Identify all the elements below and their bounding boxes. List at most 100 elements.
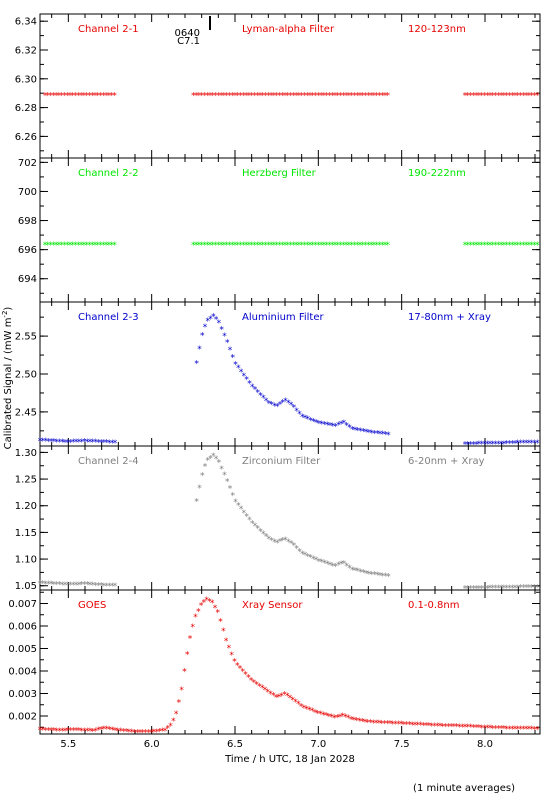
- data-point: *: [377, 241, 382, 251]
- data-point: *: [521, 92, 526, 102]
- data-point: *: [250, 383, 255, 393]
- data-point: *: [277, 92, 282, 102]
- data-point: *: [241, 667, 246, 677]
- data-point: *: [88, 727, 93, 737]
- data-point: *: [339, 560, 344, 570]
- data-point: *: [349, 715, 354, 725]
- data-point: *: [129, 728, 134, 738]
- data-point: *: [504, 92, 509, 102]
- data-point: *: [336, 561, 341, 571]
- data-point: *: [349, 241, 354, 251]
- data-point: *: [48, 92, 53, 102]
- data-point: *: [272, 538, 277, 548]
- data-point: *: [77, 581, 82, 591]
- data-point: *: [358, 92, 363, 102]
- panel-band-label: 17-80nm + Xray: [408, 312, 491, 323]
- data-point: *: [330, 241, 335, 251]
- data-point: *: [499, 241, 504, 251]
- data-point: *: [335, 714, 340, 724]
- x-tick-label: 7.0: [310, 739, 326, 750]
- data-point: *: [535, 92, 540, 102]
- data-point: *: [249, 92, 254, 102]
- data-point: *: [197, 345, 202, 355]
- data-point: *: [87, 92, 92, 102]
- data-point: *: [76, 92, 81, 102]
- data-point: *: [463, 92, 468, 102]
- data-point: *: [266, 92, 271, 102]
- data-point: *: [413, 721, 418, 731]
- data-point: *: [54, 241, 59, 251]
- data-point: *: [206, 457, 211, 467]
- data-point: *: [219, 241, 224, 251]
- data-point: *: [383, 241, 388, 251]
- data-point: *: [513, 725, 518, 735]
- data-point: *: [68, 241, 73, 251]
- data-point: *: [518, 584, 523, 594]
- data-point: *: [154, 728, 159, 738]
- data-point: *: [468, 92, 473, 102]
- data-point: *: [338, 241, 343, 251]
- data-point: *: [324, 712, 329, 722]
- data-point: *: [532, 241, 537, 251]
- data-point: *: [482, 92, 487, 102]
- data-point: *: [194, 497, 199, 507]
- data-point: *: [267, 399, 272, 409]
- data-point: *: [282, 691, 287, 701]
- data-point: *: [283, 241, 288, 251]
- data-point: *: [474, 584, 479, 594]
- data-point: *: [380, 92, 385, 102]
- data-point: *: [239, 368, 244, 378]
- data-point: *: [488, 92, 493, 102]
- panel-2: 694 696 698 700 702 Channel 2-2 Herzberg Filte…: [18, 157, 541, 303]
- series-segment: **************************: [43, 92, 117, 102]
- data-point: *: [521, 584, 526, 594]
- data-point: *: [488, 440, 493, 450]
- data-point: *: [121, 727, 126, 737]
- data-point: *: [281, 537, 286, 547]
- data-point: *: [66, 581, 71, 591]
- data-point: *: [516, 439, 521, 449]
- data-point: *: [258, 241, 263, 251]
- data-point: *: [289, 540, 294, 550]
- data-point: *: [194, 241, 199, 251]
- data-point: *: [325, 560, 330, 570]
- data-point: *: [99, 726, 104, 736]
- data-point: *: [85, 727, 90, 737]
- data-point: *: [300, 550, 305, 560]
- data-point: *: [432, 722, 437, 732]
- data-point: *: [46, 241, 51, 251]
- data-point: *: [496, 725, 501, 735]
- data-point: *: [479, 440, 484, 450]
- y-axis-title-sup: -2: [1, 311, 9, 318]
- data-point: *: [219, 465, 224, 475]
- data-point: *: [202, 599, 207, 609]
- data-point: *: [233, 360, 238, 370]
- y-tick-label: 6.32: [15, 46, 37, 57]
- data-point: *: [101, 241, 106, 251]
- data-point: *: [532, 92, 537, 102]
- data-point: *: [331, 422, 336, 432]
- data-point: *: [243, 670, 248, 680]
- data-point: *: [199, 602, 204, 612]
- data-point: *: [339, 420, 344, 430]
- data-point: *: [236, 92, 241, 102]
- data-point: *: [249, 241, 254, 251]
- data-point: *: [313, 92, 318, 102]
- data-point: *: [264, 533, 269, 543]
- data-point: *: [502, 584, 507, 594]
- data-point: *: [504, 241, 509, 251]
- data-point: *: [493, 92, 498, 102]
- data-point: *: [93, 438, 98, 448]
- data-point: *: [93, 727, 98, 737]
- data-point: *: [367, 429, 372, 439]
- data-point: *: [316, 709, 321, 719]
- data-point: *: [71, 92, 76, 102]
- data-point: *: [208, 315, 213, 325]
- data-point: *: [366, 92, 371, 102]
- data-point: *: [325, 421, 330, 431]
- data-point: *: [52, 438, 57, 448]
- data-point: *: [296, 700, 301, 710]
- data-point: *: [507, 241, 512, 251]
- data-point: *: [214, 316, 219, 326]
- data-point: *: [88, 438, 93, 448]
